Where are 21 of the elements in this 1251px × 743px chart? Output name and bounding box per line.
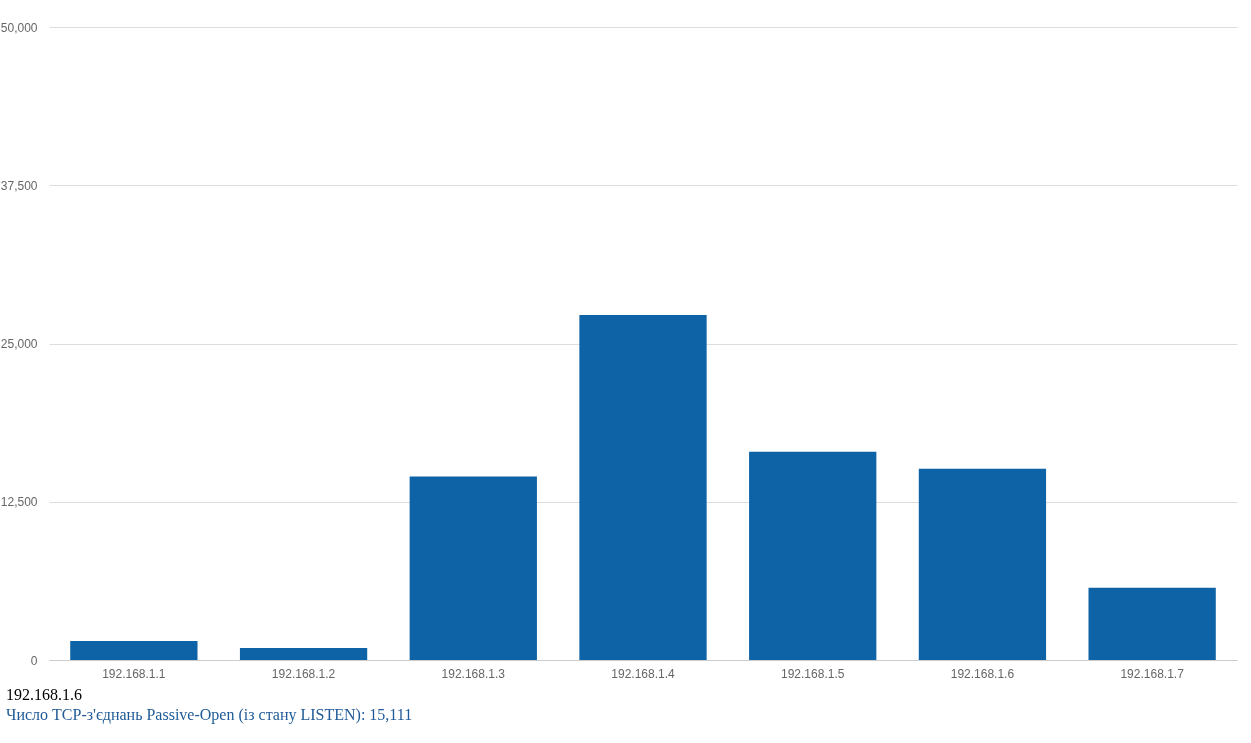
- y-tick-label: 37,500: [0, 178, 38, 193]
- bar: [239, 647, 368, 660]
- bar: [918, 468, 1047, 660]
- x-tick-label: 192.168.1.7: [1120, 666, 1185, 681]
- x-tick-label: 192.168.1.2: [271, 666, 336, 681]
- bar: [579, 315, 707, 660]
- y-tick-label: 50,000: [0, 20, 38, 35]
- bar: [409, 476, 537, 660]
- bar: [1088, 587, 1216, 660]
- y-tick-label: 25,000: [0, 337, 38, 351]
- x-tick-label: 192.168.1.6: [950, 666, 1015, 681]
- bar: [749, 451, 877, 660]
- text: Число TCP-з'єднань Passive-Open (із стану LISTEN): 15,111: [6, 705, 414, 725]
- bar: [70, 641, 198, 660]
- text: 192.168.1.6: [6, 685, 83, 705]
- x-tick-label: 192.168.1.5: [781, 666, 845, 681]
- x-tick-label: 192.168.1.3: [441, 666, 506, 681]
- x-tick-label: 192.168.1.4: [611, 666, 676, 681]
- y-tick-label: 0: [30, 653, 38, 668]
- y-tick-label: 12,500: [0, 495, 38, 510]
- x-tick-label: 192.168.1.1: [102, 666, 166, 681]
